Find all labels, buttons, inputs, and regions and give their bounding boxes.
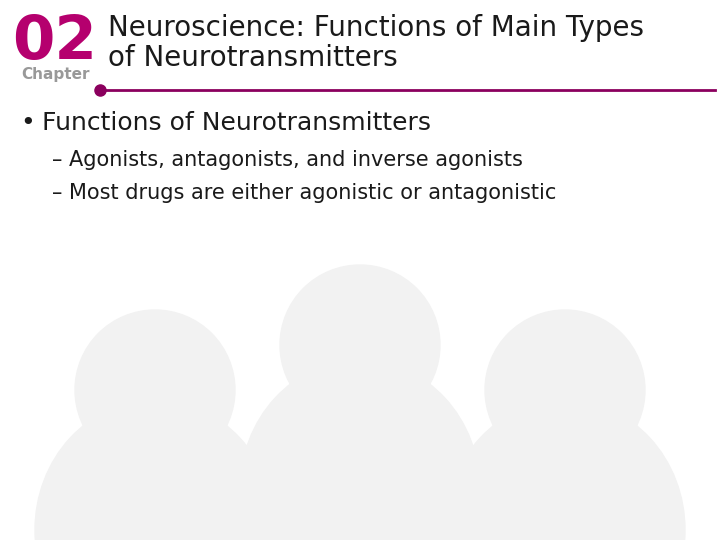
Text: •: • xyxy=(20,111,35,135)
Ellipse shape xyxy=(240,360,480,540)
Bar xyxy=(0,0,720,95)
Ellipse shape xyxy=(445,400,685,540)
Text: Neuroscience: Functions of Main Types: Neuroscience: Functions of Main Types xyxy=(108,14,644,42)
Ellipse shape xyxy=(75,310,235,470)
Text: – Most drugs are either agonistic or antagonistic: – Most drugs are either agonistic or ant… xyxy=(52,183,557,203)
Text: of Neurotransmitters: of Neurotransmitters xyxy=(108,44,397,72)
Ellipse shape xyxy=(35,400,275,540)
Text: 02: 02 xyxy=(12,12,97,71)
Text: – Agonists, antagonists, and inverse agonists: – Agonists, antagonists, and inverse ago… xyxy=(52,150,523,170)
Ellipse shape xyxy=(280,265,440,425)
Text: Functions of Neurotransmitters: Functions of Neurotransmitters xyxy=(42,111,431,135)
Text: Chapter: Chapter xyxy=(21,68,89,83)
Ellipse shape xyxy=(485,310,645,470)
